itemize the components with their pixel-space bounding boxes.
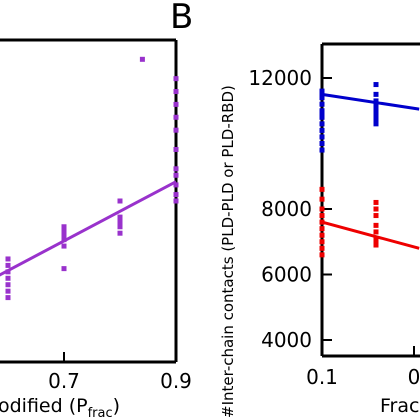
left-data-point	[139, 56, 145, 62]
right-data-point	[373, 206, 379, 212]
left-data-point	[117, 230, 123, 236]
right-x-tick-label: 0	[408, 365, 420, 389]
left-data-point	[5, 262, 11, 268]
right-x-tick-label: 0.1	[306, 365, 338, 389]
right-data-point	[319, 95, 325, 101]
left-points	[5, 56, 179, 301]
right-data-point	[319, 219, 325, 225]
right-data-point	[373, 108, 379, 114]
right-data-point	[373, 98, 379, 104]
left-data-point	[173, 76, 179, 82]
right-data-point	[319, 101, 325, 107]
right-data-point	[373, 222, 379, 228]
right-data-point	[373, 101, 379, 107]
right-data-point	[319, 245, 325, 251]
left-data-point	[173, 166, 179, 172]
left-x-tick-label: 0.7	[48, 369, 80, 393]
right-data-point	[373, 235, 379, 241]
right-data-point	[373, 104, 379, 110]
right-data-point	[373, 229, 379, 235]
left-data-point	[61, 224, 67, 230]
right-data-point	[319, 111, 325, 117]
right-data-point	[373, 199, 379, 205]
right-data-point	[319, 239, 325, 245]
right-data-point	[373, 82, 379, 88]
right-y-tick-label: 8000	[261, 197, 312, 221]
right-data-point	[319, 232, 325, 238]
left-data-point	[173, 127, 179, 133]
right-data-point	[319, 186, 325, 192]
left-data-point	[173, 114, 179, 120]
left-data-point	[117, 224, 123, 230]
left-data-point	[117, 198, 123, 204]
right-data-point	[319, 134, 325, 140]
right-data-point	[319, 196, 325, 202]
left-x-ticks: 0.7 0.9	[48, 352, 192, 393]
left-data-point	[61, 227, 67, 233]
right-ylabel: #Inter-chain contacts (PLD-PLD or PLD-RB…	[219, 85, 237, 418]
left-xlabel-main: odified (P	[0, 395, 88, 417]
left-fit	[0, 180, 177, 277]
right-data-point	[373, 213, 379, 219]
left-data-point	[173, 101, 179, 107]
right-y-tick-label: 12000	[248, 66, 312, 90]
left-data-point	[61, 230, 67, 236]
right-data-point	[319, 121, 325, 127]
left-data-point	[117, 214, 123, 220]
left-data-point	[5, 295, 11, 301]
left-data-point	[61, 233, 67, 239]
left-xlabel: odified (Pfrac)	[0, 395, 120, 420]
right-y-tick-label: 4000	[261, 328, 312, 352]
left-x-tick-label: 0.9	[160, 369, 192, 393]
right-data-point	[373, 91, 379, 97]
right-data-point	[373, 242, 379, 248]
right-data-point	[319, 206, 325, 212]
left-data-point	[173, 146, 179, 152]
right-data-point	[373, 118, 379, 124]
right-data-point	[319, 141, 325, 146]
left-data-point	[173, 182, 179, 188]
right-data-point	[319, 91, 325, 97]
right-fit-line	[321, 220, 420, 250]
left-data-point	[61, 243, 67, 249]
right-data-point	[319, 252, 325, 258]
left-data-point	[173, 198, 179, 204]
right-data-point	[373, 111, 379, 117]
panel-letter-b: B	[170, 0, 193, 37]
right-y-ticks: 4000 6000 8000 12000	[248, 66, 332, 352]
right-data-point	[319, 213, 325, 219]
left-data-point	[5, 288, 11, 294]
left-fit-line	[0, 180, 177, 277]
right-data-point	[319, 147, 325, 153]
left-data-point	[61, 266, 67, 272]
right-data-point	[373, 114, 379, 120]
left-data-point	[173, 172, 179, 178]
right-data-point	[319, 108, 325, 114]
left-xlabel-close: )	[113, 395, 120, 417]
right-points	[319, 82, 379, 258]
right-data-point	[373, 239, 379, 245]
left-panel: 0.7 0.9 odified (Pfrac)	[0, 38, 192, 420]
right-data-point	[319, 88, 325, 94]
right-xlabel: Frac	[380, 395, 419, 417]
right-data-point	[319, 114, 325, 120]
right-fit	[321, 92, 420, 250]
left-data-point	[117, 221, 123, 227]
left-data-point	[5, 256, 11, 262]
left-data-point	[173, 192, 179, 198]
left-data-point	[173, 89, 179, 95]
right-data-point	[319, 127, 325, 133]
left-data-point	[5, 275, 11, 281]
right-data-point	[319, 226, 325, 232]
right-x-ticks: 0.1 0	[306, 346, 420, 389]
left-xlabel-sub: frac	[88, 406, 113, 420]
right-data-point	[373, 121, 379, 127]
right-fit-line	[321, 92, 420, 111]
right-y-tick-label: 6000	[261, 263, 312, 287]
left-data-point	[117, 217, 123, 223]
left-data-point	[5, 282, 11, 288]
